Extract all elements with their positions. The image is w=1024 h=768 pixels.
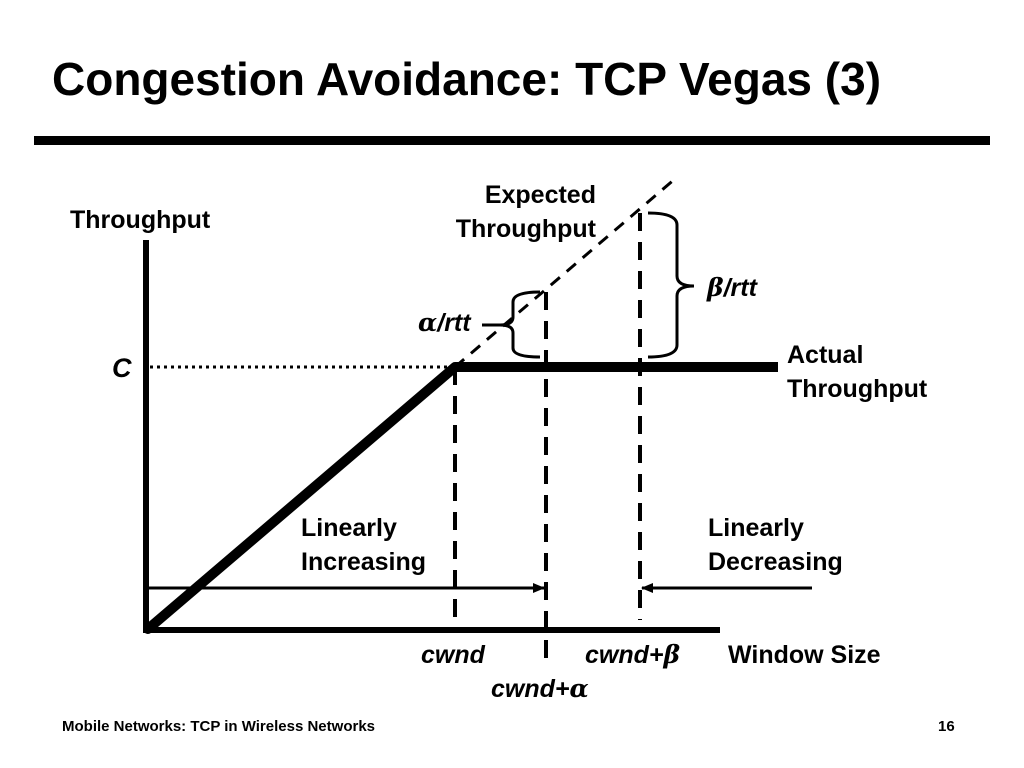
beta-rtt-label: β/rtt bbox=[706, 273, 759, 302]
beta-brace bbox=[647, 211, 695, 359]
beta-symbol: β bbox=[706, 273, 724, 302]
x-axis-label: Window Size bbox=[728, 641, 881, 669]
actual-throughput-label-line2: Throughput bbox=[787, 375, 928, 403]
cwnd-beta-label: cwnd+β bbox=[585, 640, 681, 669]
expected-throughput-label-line1: Expected bbox=[485, 181, 596, 209]
slide-title: Congestion Avoidance: TCP Vegas (3) bbox=[52, 53, 882, 105]
cwnd-alpha-text: cwnd+ bbox=[491, 675, 570, 703]
footer-page-number: 16 bbox=[938, 718, 955, 735]
alpha-rtt-label: α/rtt bbox=[418, 308, 472, 337]
cwnd-label: cwnd bbox=[421, 641, 486, 669]
title-divider bbox=[34, 136, 990, 145]
cwnd-beta-symbol: β bbox=[663, 640, 681, 669]
expected-throughput-label-line2: Throughput bbox=[456, 215, 597, 243]
cwnd-alpha-label: cwnd+α bbox=[491, 674, 589, 703]
actual-throughput-label-line1: Actual bbox=[787, 341, 863, 369]
cwnd-beta-text: cwnd+ bbox=[585, 641, 664, 669]
alpha-symbol: α bbox=[418, 308, 437, 337]
capacity-label: C bbox=[112, 353, 132, 383]
beta-rtt-text: /rtt bbox=[723, 274, 759, 302]
footer-course-title: Mobile Networks: TCP in Wireless Network… bbox=[62, 718, 376, 735]
y-axis-label: Throughput bbox=[70, 206, 211, 234]
alpha-rtt-text: /rtt bbox=[436, 309, 472, 337]
expected-throughput-line bbox=[454, 176, 677, 369]
linearly-increasing-label-line2: Increasing bbox=[301, 548, 426, 576]
linearly-decreasing-label-line2: Decreasing bbox=[708, 548, 843, 576]
cwnd-alpha-symbol: α bbox=[570, 674, 589, 703]
linearly-decreasing-label-line1: Linearly bbox=[708, 514, 804, 542]
alpha-brace bbox=[499, 290, 541, 359]
linearly-increasing-label-line1: Linearly bbox=[301, 514, 397, 542]
actual-throughput-rising bbox=[143, 362, 460, 634]
